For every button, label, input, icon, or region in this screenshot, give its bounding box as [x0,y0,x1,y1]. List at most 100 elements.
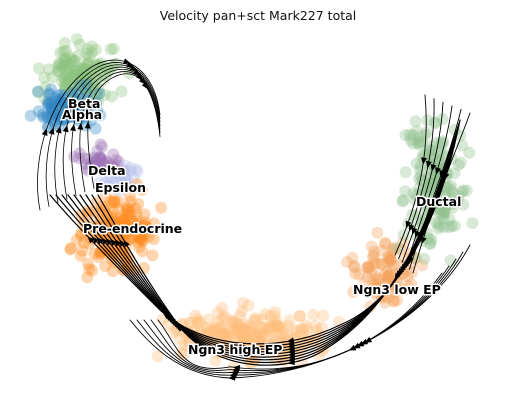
cell-point [457,198,470,211]
cell-point [413,172,425,185]
streamline [150,265,450,372]
cell-point [57,113,70,126]
cell-point [124,164,137,177]
streamline [62,66,161,200]
cell-point [409,209,422,222]
cell-point [347,286,360,298]
cluster-label: Ngn3 high EP [188,342,282,357]
streamline-arrow [435,167,441,175]
cell-point [116,215,129,228]
cell-point [99,154,112,167]
cell-point [122,224,135,237]
cell-point [78,63,91,76]
cell-point [245,321,258,334]
cell-point [70,60,83,73]
cell-point [211,316,224,329]
cluster-label: Pre-endocrine [83,221,182,236]
cell-point [445,220,458,233]
cell-point [221,330,234,343]
cell-point [94,207,107,220]
cell-point [70,234,83,247]
cell-point [456,185,468,198]
cell-point [97,225,110,238]
cell-point [119,226,132,239]
cell-point [317,309,330,322]
cell-point [262,323,275,335]
cell-point [421,114,434,127]
cell-point [110,153,123,166]
cell-point [32,62,45,75]
cell-point [80,63,93,75]
cell-point [144,223,157,236]
cell-point [368,285,381,298]
cell-point [114,171,126,184]
cell-point [260,329,273,342]
cell-point [219,311,232,324]
streamline [136,251,464,376]
cell-point [263,324,276,337]
cell-point [100,208,113,221]
cell-point [62,106,74,119]
cell-point [110,170,123,183]
cell-point [72,95,85,107]
streamline-arrow [408,223,415,232]
cell-point [48,115,61,128]
streamline-arrow [177,324,185,332]
cell-point [214,326,227,339]
cell-point [91,144,104,157]
cell-point [271,328,284,340]
cell-point [37,111,50,124]
cell-point [118,222,131,234]
streamline [157,272,443,370]
cell-point [242,299,255,312]
cell-point [49,118,62,131]
cell-point [81,271,94,284]
cell-point [53,112,66,125]
cell-point [101,218,114,231]
cell-point [203,326,216,339]
cell-point [277,326,289,339]
cell-point [130,209,143,222]
cell-point [217,309,230,322]
cell-point [96,163,108,176]
cell-point [248,312,261,325]
cell-point [215,328,228,341]
cell-point [262,322,275,335]
cell-point [102,180,115,192]
cell-point [396,195,409,208]
cell-point [439,200,452,213]
cell-point [121,202,134,215]
cell-point [94,151,107,164]
cell-point [422,232,435,245]
cell-point [32,85,45,98]
cell-point [79,83,92,96]
cell-point [253,334,266,347]
cell-point [104,179,117,192]
cell-point [24,109,37,122]
cell-point [384,253,397,266]
cell-point [66,72,79,85]
cell-point [77,69,90,81]
cell-point [201,323,214,336]
streamline-arrow [430,163,437,172]
cell-point [383,252,396,265]
cell-point [225,330,238,343]
cell-point [82,219,95,232]
cell-point [382,250,394,263]
cell-point [64,104,77,117]
cell-point [116,213,129,226]
cell-point [414,136,426,149]
streamline [398,98,435,260]
cell-point [79,82,92,95]
cell-point [88,78,101,91]
cell-point [379,236,392,249]
cell-point [136,234,149,247]
cell-point [77,74,90,87]
cluster-label: Delta [88,163,126,178]
cell-point [121,174,133,187]
cell-point [191,316,204,328]
cell-point [454,156,467,169]
cell-point [32,105,45,118]
cell-point [418,252,431,265]
cell-point [76,244,89,257]
